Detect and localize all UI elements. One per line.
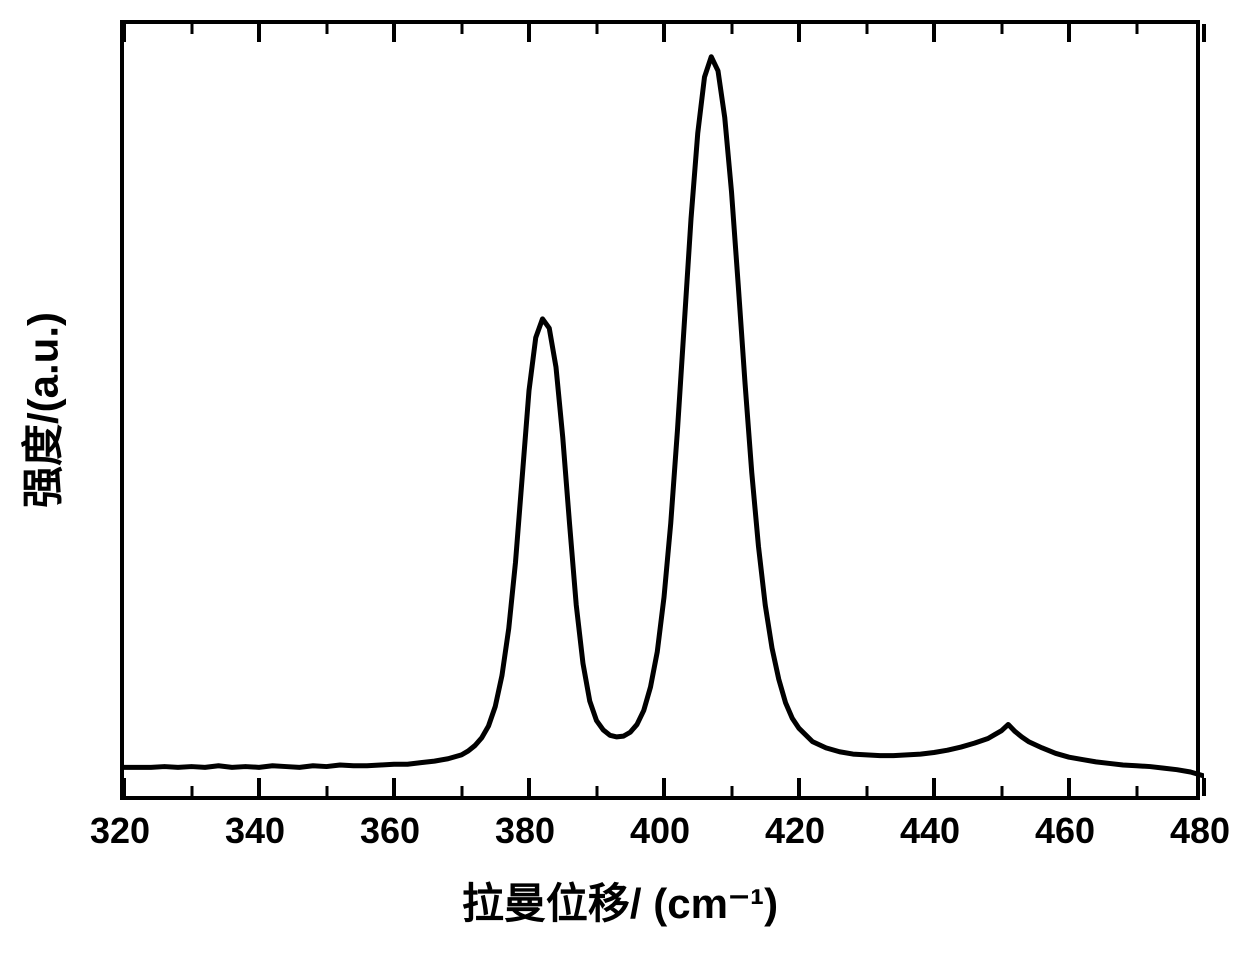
x-tick-label: 480 (1170, 810, 1230, 852)
x-tick-major-top (527, 24, 531, 42)
x-tick-minor-top (325, 24, 328, 34)
x-tick-minor (325, 786, 328, 796)
x-tick-minor (460, 786, 463, 796)
x-tick-minor (1135, 786, 1138, 796)
y-axis-label: 强度/(a.u.) (10, 312, 71, 508)
raman-spectrum-chart (120, 20, 1200, 800)
x-tick-minor-top (460, 24, 463, 34)
x-tick-label: 460 (1035, 810, 1095, 852)
x-tick-major (662, 778, 666, 796)
x-tick-major-top (797, 24, 801, 42)
x-tick-minor-top (1000, 24, 1003, 34)
x-tick-minor (1000, 786, 1003, 796)
x-tick-minor-top (865, 24, 868, 34)
x-tick-label: 340 (225, 810, 285, 852)
x-tick-minor (190, 786, 193, 796)
x-tick-label: 440 (900, 810, 960, 852)
x-tick-minor (730, 786, 733, 796)
spectrum-curve (124, 24, 1204, 804)
x-tick-major-top (1067, 24, 1071, 42)
x-tick-label: 320 (90, 810, 150, 852)
x-tick-minor-top (730, 24, 733, 34)
x-tick-major-top (932, 24, 936, 42)
x-tick-label: 400 (630, 810, 690, 852)
x-tick-major-top (122, 24, 126, 42)
plot-area (120, 20, 1200, 800)
x-tick-minor-top (595, 24, 598, 34)
x-tick-major-top (392, 24, 396, 42)
x-tick-major (392, 778, 396, 796)
x-tick-major (1202, 778, 1206, 796)
x-tick-minor-top (190, 24, 193, 34)
x-tick-label: 360 (360, 810, 420, 852)
x-tick-minor-top (1135, 24, 1138, 34)
x-tick-minor (865, 786, 868, 796)
x-tick-minor (595, 786, 598, 796)
x-tick-major (797, 778, 801, 796)
x-tick-major-top (662, 24, 666, 42)
x-tick-major (527, 778, 531, 796)
x-tick-major-top (1202, 24, 1206, 42)
x-tick-major (122, 778, 126, 796)
x-tick-major (257, 778, 261, 796)
x-axis-label: 拉曼位移/ (cm⁻¹) (462, 870, 778, 931)
x-tick-major (932, 778, 936, 796)
x-tick-major (1067, 778, 1071, 796)
x-tick-label: 380 (495, 810, 555, 852)
x-tick-label: 420 (765, 810, 825, 852)
x-tick-major-top (257, 24, 261, 42)
